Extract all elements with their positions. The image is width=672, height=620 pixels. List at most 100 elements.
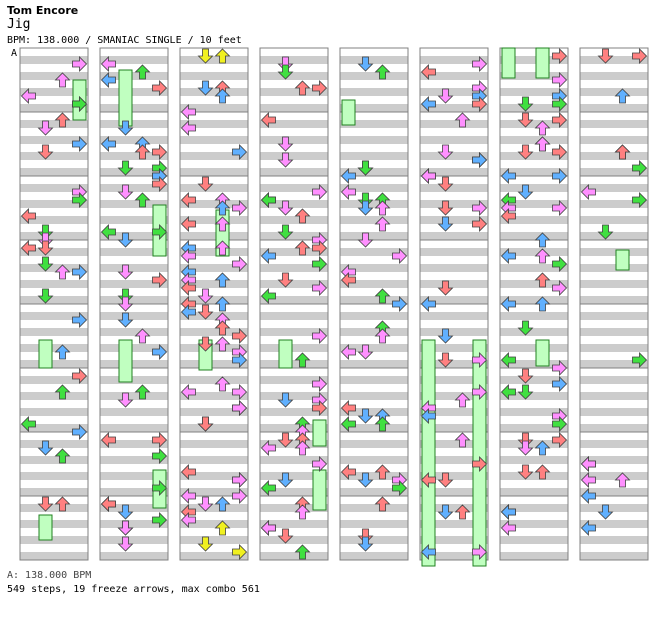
left-arrow-icon [20,208,36,224]
up-arrow-icon [134,328,151,344]
right-arrow-icon [312,184,328,200]
right-arrow-icon [552,280,568,296]
beat-stripe [580,520,648,528]
beat-stripe [20,56,88,64]
right-arrow-icon [552,432,568,448]
column-border [499,47,569,561]
beat-stripe [20,440,88,448]
beat-stripe [420,472,488,480]
up-arrow-icon [294,240,311,256]
beat-stripe [500,280,568,288]
beat-stripe [580,56,648,64]
beat-stripe [260,344,328,352]
right-arrow-icon [232,544,248,560]
beat-stripe [20,424,88,432]
beat-stripe [340,440,408,448]
beat-stripe [340,72,408,80]
beat-stripe [500,312,568,320]
left-arrow-icon [260,192,276,208]
up-arrow-icon [54,264,71,280]
up-arrow-icon [294,80,311,96]
beat-stripe [340,248,408,256]
up-arrow-icon [534,272,551,288]
beat-stripe [580,552,648,560]
beat-stripe [260,248,328,256]
beat-stripe [20,136,88,144]
beat-stripe [180,456,248,464]
right-arrow-icon [232,400,248,416]
left-arrow-icon [340,168,356,184]
right-arrow-icon [72,312,88,328]
down-arrow-icon [277,64,294,80]
beat-stripe [340,168,408,176]
down-arrow-icon [277,152,294,168]
left-arrow-icon [500,384,516,400]
down-arrow-icon [117,288,134,304]
beat-stripe [340,120,408,128]
left-arrow-icon [100,496,116,512]
beat-stripe [100,440,168,448]
beat-stripe [420,280,488,288]
song-title: Jig [7,17,31,32]
beat-stripe [500,440,568,448]
right-arrow-icon [632,160,648,176]
beat-stripe [180,520,248,528]
beat-stripe [420,552,488,560]
left-arrow-icon [180,120,196,136]
up-arrow-icon [374,496,391,512]
down-arrow-icon [517,368,534,384]
right-arrow-icon [392,480,408,496]
beat-stripe [180,72,248,80]
right-arrow-icon [232,352,248,368]
up-arrow-icon [54,72,71,88]
beat-stripe [420,120,488,128]
beat-stripe [580,280,648,288]
beat-stripe [340,456,408,464]
beat-stripe [180,216,248,224]
beat-stripe [100,328,168,336]
down-arrow-icon [597,504,614,520]
beat-stripe [420,520,488,528]
up-arrow-icon [134,192,151,208]
down-arrow-icon [357,56,374,72]
up-arrow-icon [454,392,471,408]
right-arrow-icon [152,80,168,96]
beat-stripe [580,456,648,464]
left-arrow-icon [260,248,276,264]
beat-stripe [500,88,568,96]
up-arrow-icon [294,208,311,224]
up-arrow-icon [374,216,391,232]
beat-stripe [100,488,168,496]
up-arrow-icon [214,48,231,64]
down-arrow-icon [437,472,454,488]
right-arrow-icon [72,136,88,152]
down-arrow-icon [37,240,54,256]
beat-stripe [260,280,328,288]
beat-stripe [260,312,328,320]
beat-stripe [260,424,328,432]
beat-stripe [500,424,568,432]
beat-stripe [260,104,328,112]
chart-info: BPM: 138.000 / SMANIAC SINGLE / 10 feet [7,35,242,46]
left-arrow-icon [500,352,516,368]
right-arrow-icon [312,80,328,96]
beat-stripe [20,344,88,352]
beat-stripe [340,56,408,64]
right-arrow-icon [552,416,568,432]
freeze-bar [421,339,436,567]
up-arrow-icon [214,320,231,336]
right-arrow-icon [72,96,88,112]
beat-stripe [20,312,88,320]
beat-stripe [20,392,88,400]
right-arrow-icon [232,200,248,216]
beat-stripe [260,264,328,272]
down-arrow-icon [517,464,534,480]
right-arrow-icon [472,384,488,400]
up-arrow-icon [134,64,151,80]
beat-stripe [420,504,488,512]
up-arrow-icon [454,504,471,520]
beat-stripe [420,376,488,384]
beat-stripe [500,56,568,64]
up-arrow-icon [214,200,231,216]
beat-stripe [180,264,248,272]
